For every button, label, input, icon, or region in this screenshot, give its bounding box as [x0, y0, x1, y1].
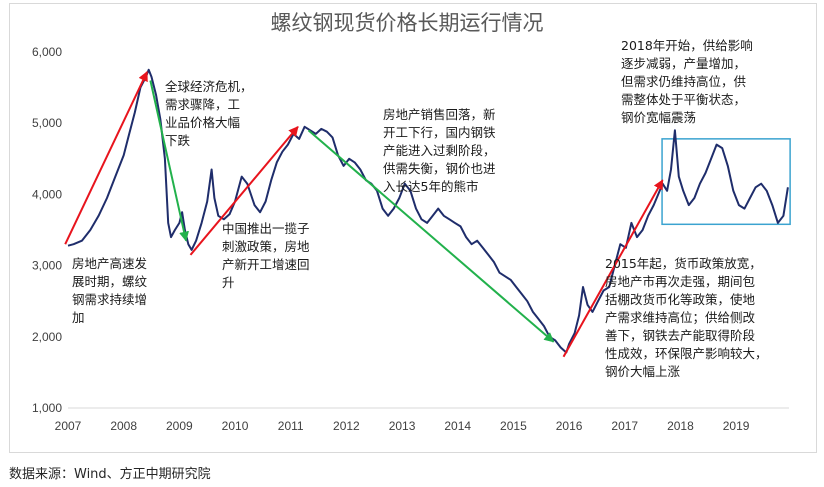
- annotation-line: 开工下行，国内钢铁: [383, 125, 496, 140]
- annotation-line: 升: [222, 275, 235, 290]
- y-tick-label: 4,000: [32, 187, 62, 201]
- annotation-line: 2018年开始，供给影响: [621, 38, 753, 53]
- data-source: 数据来源：Wind、方正中期研究院: [9, 467, 211, 482]
- annotation-text: 房地产高速发展时期，螺纹钢需求持续增加: [72, 256, 148, 325]
- annotation-line: 钢价宽幅震荡: [621, 110, 696, 125]
- annotation-line: 但需求仍维持高位，供: [621, 74, 746, 89]
- annotation-line: 房地产销售回落，新: [383, 107, 496, 122]
- annotation-line: 需整体处于平衡状态，: [621, 92, 746, 107]
- annotation-line: 逐步减弱，产量增加，: [621, 56, 746, 71]
- trend-arrow-up: [64, 71, 148, 245]
- annotation-line: 加: [72, 310, 85, 325]
- x-tick-label: 2013: [389, 419, 416, 433]
- x-tick-label: 2011: [278, 419, 304, 433]
- trend-arrow-up: [189, 125, 299, 256]
- annotation-line: 房地产市再次走强，期间包: [605, 274, 755, 289]
- y-axis: 1,000 2,000 3,000 4,000 5,000 6,000: [32, 45, 62, 415]
- price-chart: 螺纹钢现货价格长期运行情况 1,000 2,000 3,000 4,000 5,000 6…: [32, 11, 791, 433]
- annotation-line: 入长达5年的熊市: [383, 179, 478, 194]
- x-tick-label: 2010: [222, 419, 249, 433]
- y-tick-label: 5,000: [32, 116, 62, 130]
- chart-title: 螺纹钢现货价格长期运行情况: [271, 11, 544, 35]
- trend-arrow-down: [149, 80, 189, 242]
- x-tick-label: 2014: [444, 419, 471, 433]
- annotations: 房地产高速发展时期，螺纹钢需求持续增加 全球经济危机， 需求骤降，工业品价格大幅下跌…: [72, 38, 768, 379]
- annotation-line: 房地产高速发: [72, 256, 148, 271]
- annotation-line: 2015年起，货币政策放宽，: [605, 256, 762, 271]
- annotation-text: 2018年开始，供给影响逐步减弱，产量增加， 但需求仍维持高位，供需整体处于平衡状…: [621, 38, 753, 125]
- x-tick-label: 2012: [333, 419, 360, 433]
- annotation-line: 下跌: [165, 133, 191, 148]
- annotation-line: 钢需求持续增: [72, 292, 147, 307]
- annotation-line: 中国推出一揽子: [222, 221, 310, 236]
- x-tick-label: 2018: [667, 419, 694, 433]
- x-tick-label: 2009: [166, 419, 193, 433]
- annotation-line: 展时期，螺纹: [72, 274, 148, 289]
- annotation-text: 中国推出一揽子刺激政策，房地产新开工增速回升: [222, 221, 310, 290]
- annotation-line: 善下，钢铁去产能取得阶段: [605, 328, 755, 343]
- annotation-line: 产能进入过剩阶段，: [383, 143, 496, 158]
- trend-arrows: [64, 71, 664, 358]
- annotation-line: 需求骤降，工: [165, 97, 240, 112]
- annotation-text: 全球经济危机， 需求骤降，工业品价格大幅下跌: [165, 79, 253, 148]
- x-tick-label: 2019: [723, 419, 750, 433]
- annotation-line: 全球经济危机，: [165, 79, 253, 94]
- annotation-line: 产需求维持高位；供给侧改: [605, 310, 756, 325]
- x-tick-label: 2016: [556, 419, 583, 433]
- annotation-line: 钢价大幅上涨: [605, 364, 681, 379]
- x-tick-label: 2008: [110, 419, 137, 433]
- annotation-text: 房地产销售回落，新开工下行，国内钢铁产能进入过剩阶段， 供需失衡，钢价也进入长达5…: [383, 107, 496, 194]
- annotation-text: 2015年起，货币政策放宽， 房地产市再次走强，期间包括棚改货币化等政策，使地产需…: [605, 256, 768, 379]
- trend-arrow-up: [562, 179, 664, 358]
- annotation-line: 性成效，环保限产影响较大，: [605, 346, 768, 361]
- y-tick-label: 3,000: [32, 259, 62, 273]
- y-tick-label: 1,000: [32, 401, 62, 415]
- annotation-line: 产新开工增速回: [222, 257, 310, 272]
- x-tick-label: 2007: [55, 419, 82, 433]
- annotation-line: 刺激政策，房地: [222, 239, 310, 254]
- annotation-line: 业品价格大幅: [165, 115, 240, 130]
- trend-arrow-down: [307, 129, 555, 343]
- y-tick-label: 2,000: [32, 330, 62, 344]
- x-axis: 2007 2008 2009 2010 2011 2012 2013 2014 2015 2016…: [55, 407, 789, 433]
- x-tick-label: 2015: [500, 419, 527, 433]
- y-tick-label: 6,000: [32, 45, 62, 59]
- annotation-line: 括棚改货币化等政策，使地: [605, 292, 756, 307]
- x-tick-label: 2017: [611, 419, 638, 433]
- annotation-line: 供需失衡，钢价也进: [383, 161, 496, 176]
